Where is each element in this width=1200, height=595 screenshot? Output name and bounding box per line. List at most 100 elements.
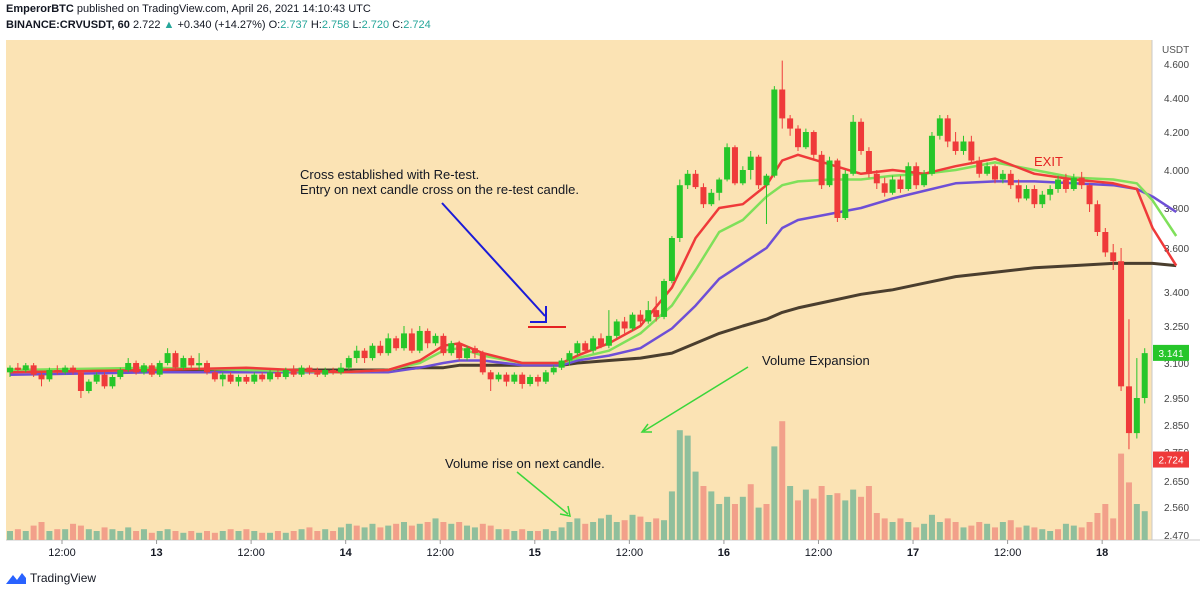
candle-body [739, 170, 746, 184]
volume-bar [77, 525, 84, 540]
change-value: +0.340 (+14.27%) [177, 19, 266, 31]
volume-bar [621, 520, 628, 540]
candle-body [810, 132, 817, 155]
candle-body [7, 367, 13, 373]
volume-bar [227, 529, 234, 540]
volume-bar [928, 514, 935, 540]
volume-bar [1039, 529, 1046, 540]
volume-bar [1023, 525, 1030, 540]
candle-body [629, 314, 636, 329]
candle-body [1055, 179, 1062, 189]
ma-slow-line [10, 261, 1177, 372]
candle-body [834, 160, 841, 218]
volume-bar [322, 529, 329, 540]
candle-body [361, 350, 368, 359]
volume-bar [527, 531, 534, 540]
volume-bar [180, 532, 187, 540]
high-label: H: [310, 19, 322, 31]
ma-purple-line [9, 180, 1177, 376]
candle-body [763, 175, 770, 186]
candle-body [534, 377, 541, 382]
close-value: 2.724 [403, 19, 431, 31]
x-tick-label: 12:00 [48, 547, 76, 559]
volume-bar [905, 522, 912, 540]
volume-bar [826, 495, 833, 540]
x-tick-label: 12:00 [805, 547, 833, 559]
volume-bar [85, 529, 92, 540]
candle-body [566, 353, 573, 361]
candle-body [109, 377, 116, 387]
candle-body [1062, 179, 1069, 189]
volume-bar [385, 525, 392, 540]
volume-bar [7, 531, 13, 540]
candle-body [976, 160, 983, 174]
candle-body [85, 381, 92, 391]
volume-bar [779, 421, 786, 540]
y-tick-label: 2.850 [1164, 421, 1189, 432]
y-tick-label: 2.950 [1164, 394, 1189, 405]
current-price-tag-text: 3.141 [1158, 349, 1183, 360]
candle-body [590, 338, 597, 351]
candle-body [1023, 189, 1030, 199]
y-tick-label: 4.600 [1164, 60, 1189, 71]
volume-bar [172, 531, 179, 540]
candle-body [148, 365, 155, 375]
volume-bar [613, 522, 620, 540]
candle-body [944, 118, 951, 142]
candle-body [448, 343, 455, 354]
x-tick-label: 12:00 [426, 547, 454, 559]
volume-bar [353, 525, 360, 540]
volume-bar [70, 523, 77, 540]
x-tick-label: 12:00 [237, 547, 265, 559]
candle-body [30, 365, 37, 375]
x-tick-label: 12:00 [616, 547, 644, 559]
candle-body [259, 374, 266, 380]
volume-bar [1133, 504, 1140, 540]
candle-body [1047, 189, 1054, 195]
volume-bar [1086, 522, 1093, 540]
candle-body [1125, 386, 1132, 434]
candle-body [479, 353, 486, 373]
volume-bar [156, 531, 163, 540]
x-tick-label: 15 [529, 547, 541, 559]
volume-bar [574, 518, 581, 540]
volume-bar [771, 446, 778, 540]
price-chart[interactable]: 4.600 4.400 4.200 4.000 3.800 3.600 3.400 3.250… [0, 40, 1200, 568]
candle-body [684, 173, 691, 186]
volume-bar [251, 531, 258, 540]
candle-body [1015, 185, 1022, 199]
volume-bar [629, 514, 636, 540]
volume-bar [1118, 453, 1125, 540]
candle-body [645, 310, 652, 322]
volume-bar [1141, 511, 1148, 540]
candle-body [1086, 185, 1093, 205]
volume-bar [196, 532, 203, 540]
candle-body [542, 372, 549, 382]
volume-bar [393, 523, 400, 540]
volume-bar [676, 430, 683, 540]
last-price: 2.722 [132, 19, 161, 31]
tradingview-logo[interactable]: TradingView [6, 571, 96, 585]
current-price-tag [1153, 344, 1189, 361]
volume-bar [38, 522, 45, 540]
candle-body [1102, 232, 1109, 253]
candle-body [156, 363, 163, 375]
x-tick-label: 18 [1096, 547, 1108, 559]
candle-body [369, 345, 376, 359]
candle-body [117, 370, 124, 377]
candle-body [219, 374, 226, 380]
volume-bar [46, 531, 53, 540]
volume-bar [337, 527, 344, 540]
volume-bar [298, 529, 305, 540]
candle-body [700, 187, 707, 205]
cross-annotation: Cross established with Re-test. Entry on… [300, 167, 579, 197]
volume-bar [731, 504, 738, 540]
volume-bar [534, 531, 541, 540]
candle-body [204, 363, 210, 373]
volume-bar [101, 527, 108, 540]
candle-body [889, 179, 896, 193]
plot-background [6, 40, 1152, 540]
volume-bar [432, 518, 439, 540]
candle-body [140, 365, 147, 373]
volume-bar [653, 518, 660, 540]
